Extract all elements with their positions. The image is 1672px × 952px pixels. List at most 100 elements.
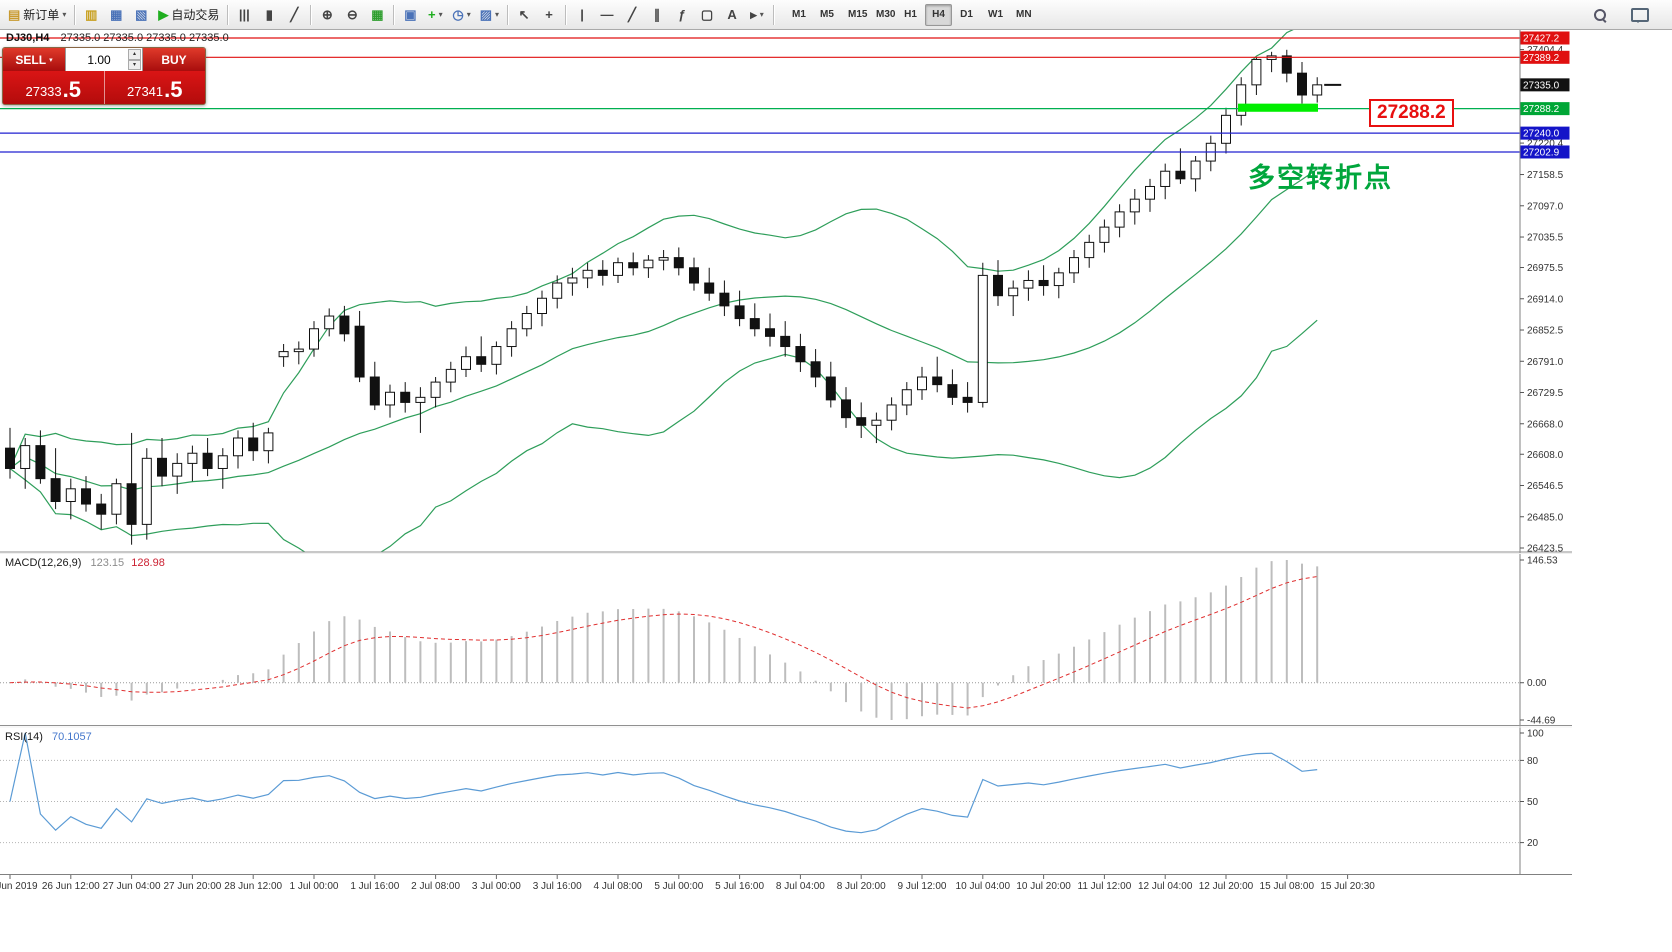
chart-grid-button[interactable]: ▦	[365, 3, 389, 27]
line-chart-mode-button[interactable]: ╱	[282, 3, 306, 27]
tile-windows-icon: ▣	[404, 7, 417, 22]
zoom-out-icon: ⊖	[346, 7, 358, 22]
svg-text:3 Jul 16:00: 3 Jul 16:00	[533, 881, 582, 892]
svg-text:10 Jul 20:00: 10 Jul 20:00	[1016, 881, 1071, 892]
toolbar-separator	[393, 4, 395, 25]
svg-text:3 Jul 00:00: 3 Jul 00:00	[472, 881, 521, 892]
cursor-button[interactable]: ↖	[512, 3, 536, 27]
svg-text:15 Jul 20:30: 15 Jul 20:30	[1320, 881, 1375, 892]
search-icon	[1593, 8, 1607, 22]
buy-price-int: 27341	[126, 83, 164, 99]
new-order-button[interactable]: ▤ 新订单 ▾	[4, 3, 70, 27]
vertical-line-button[interactable]: |	[570, 3, 594, 27]
svg-text:27158.5: 27158.5	[1527, 170, 1564, 181]
sell-options-caret-icon[interactable]: ▾	[49, 56, 53, 64]
autotrading-button[interactable]: ▶ 自动交易	[154, 3, 223, 27]
bar-chart-mode-button[interactable]: |||	[232, 3, 256, 27]
templates-icon: ▨	[479, 7, 492, 22]
zoom-out-button[interactable]: ⊖	[340, 3, 364, 27]
timeframe-m5[interactable]: M5	[813, 4, 840, 26]
toolbar-separator	[74, 4, 76, 25]
fibonacci-icon: ƒ	[678, 7, 686, 22]
arrows-button[interactable]: ▸ ▾	[745, 3, 769, 27]
search-button[interactable]	[1584, 2, 1616, 28]
svg-text:25 Jun 2019: 25 Jun 2019	[0, 881, 38, 892]
sell-price-frac: .5	[62, 77, 81, 102]
candlestick-mode-button[interactable]: ▮	[257, 3, 281, 27]
timeframe-m1[interactable]: M1	[785, 4, 812, 26]
arrows-caret-icon: ▾	[759, 10, 764, 19]
turning-point-note[interactable]: 多空转折点	[1248, 163, 1393, 193]
rsi-label: RSI(14)	[5, 731, 43, 743]
strategy-tester-button[interactable]: ▦	[104, 3, 128, 27]
macd-label: MACD(12,26,9)	[5, 557, 82, 569]
chart-grid-icon: ▦	[371, 7, 384, 22]
autotrading-label: 自动交易	[171, 8, 220, 22]
rsi-panel: 100 80 50 20	[0, 729, 1544, 849]
bollinger-bands	[9, 30, 1318, 552]
metaeditor-button[interactable]: ▥	[79, 3, 103, 27]
svg-text:28 Jun 12:00: 28 Jun 12:00	[224, 881, 282, 892]
svg-text:26914.0: 26914.0	[1527, 294, 1564, 305]
svg-text:100: 100	[1527, 729, 1544, 740]
svg-text:26668.0: 26668.0	[1527, 419, 1564, 430]
macd-main-value: 123.15	[90, 557, 125, 569]
tile-windows-button[interactable]: ▣	[398, 3, 422, 27]
horizontal-line-button[interactable]: —	[595, 3, 619, 27]
volume-up-button[interactable]: ▴	[128, 49, 141, 60]
svg-text:27288.2: 27288.2	[1523, 104, 1560, 115]
toolbar-separator	[507, 4, 509, 25]
sell-button[interactable]: SELL ▾	[3, 48, 65, 71]
svg-text:11 Jul 12:00: 11 Jul 12:00	[1078, 881, 1132, 892]
timeframe-m30[interactable]: M30	[869, 4, 896, 26]
zoom-in-button[interactable]: ⊕	[315, 3, 339, 27]
trendline-button[interactable]: ╱	[620, 3, 644, 27]
text-label-button[interactable]: A	[720, 3, 744, 27]
terminal-button[interactable]: ▧	[129, 3, 153, 27]
buy-price[interactable]: 27341 .5	[105, 71, 206, 104]
timeframe-w1[interactable]: W1	[981, 4, 1008, 26]
shapes-button[interactable]: ▢	[695, 3, 719, 27]
fibonacci-button[interactable]: ƒ	[670, 3, 694, 27]
svg-text:2 Jul 08:00: 2 Jul 08:00	[411, 881, 460, 892]
metaeditor-icon: ▥	[85, 7, 98, 22]
timeframe-h4[interactable]: H4	[925, 3, 953, 26]
volume-input[interactable]	[66, 48, 142, 71]
periods-button[interactable]: ◷ ▾	[448, 3, 474, 27]
svg-text:27 Jun 20:00: 27 Jun 20:00	[163, 881, 221, 892]
buy-price-frac: .5	[164, 77, 183, 102]
sell-price[interactable]: 27333 .5	[3, 71, 104, 104]
shapes-icon: ▢	[700, 7, 714, 22]
svg-text:12 Jul 20:00: 12 Jul 20:00	[1199, 881, 1254, 892]
svg-text:27389.2: 27389.2	[1523, 53, 1560, 64]
svg-text:27035.5: 27035.5	[1527, 233, 1564, 244]
volume-stepper: ▴ ▾	[128, 49, 141, 70]
buy-button[interactable]: BUY	[143, 48, 205, 71]
svg-text:26975.5: 26975.5	[1527, 263, 1564, 274]
price-scale: 27404.4 27220.4 27158.5 27097.0 27035.5 26975…	[1519, 30, 1570, 875]
volume-down-button[interactable]: ▾	[128, 59, 141, 70]
channel-button[interactable]: ∥	[645, 3, 669, 27]
templates-caret-icon: ▾	[495, 10, 500, 19]
timeframe-m15[interactable]: M15	[841, 4, 868, 26]
price-annotation-box[interactable]: 27288.2	[1369, 99, 1454, 127]
line-chart-mode-icon: ╱	[290, 7, 299, 22]
indicators-button[interactable]: + ▾	[423, 3, 447, 27]
new-order-icon: ▤	[8, 7, 21, 22]
timeframe-d1[interactable]: D1	[953, 4, 980, 26]
timeframe-h1[interactable]: H1	[897, 4, 924, 26]
trade-panel-controls: SELL ▾ ▴ ▾ BUY	[3, 48, 205, 71]
main-plot	[0, 30, 1520, 552]
svg-text:26729.5: 26729.5	[1527, 388, 1564, 399]
indicators-icon: +	[428, 7, 436, 22]
chat-button[interactable]	[1624, 2, 1656, 28]
svg-text:26852.5: 26852.5	[1527, 326, 1564, 337]
crosshair-button[interactable]: +	[537, 3, 561, 27]
templates-button[interactable]: ▨ ▾	[476, 3, 503, 27]
macd-signal-value: 128.98	[131, 557, 165, 569]
strategy-tester-icon: ▦	[110, 7, 123, 22]
periods-caret-icon: ▾	[466, 10, 471, 19]
chart-canvas[interactable]: 27404.4 27220.4 27158.5 27097.0 27035.5 26975…	[0, 30, 1672, 952]
timeframe-mn[interactable]: MN	[1009, 4, 1036, 26]
